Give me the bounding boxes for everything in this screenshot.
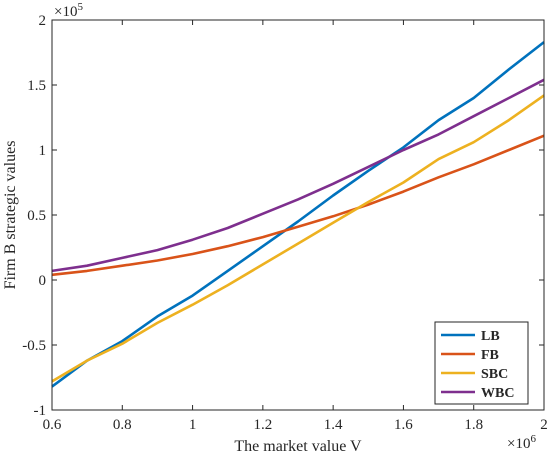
x-tick-label: 0.8	[113, 417, 132, 433]
axis-ticks: 0.6 0.8 1 1.2 1.4 1.6 1.8 2 -1 -0.5 0 0.5 1 1.5 2	[22, 13, 548, 433]
x-tick-label: 1.6	[394, 417, 413, 433]
x-tick-label: 2	[540, 417, 548, 433]
x-exponent-label: ×106	[507, 433, 536, 452]
x-tick-label: 1	[189, 417, 197, 433]
legend-label-wbc: WBC	[481, 386, 514, 401]
series-line-fb	[51, 134, 545, 277]
y-tick-label: -0.5	[22, 338, 46, 354]
legend-label-sbc: SBC	[481, 367, 508, 382]
x-tick-label: 0.6	[43, 417, 62, 433]
legend: LB FB SBC WBC	[434, 321, 529, 405]
y-tick-label: 2	[39, 13, 47, 29]
y-tick-label: 0.5	[27, 208, 46, 224]
legend-label-fb: FB	[481, 348, 499, 363]
y-exponent-label: ×105	[54, 1, 83, 20]
x-tick-label: 1.2	[253, 417, 272, 433]
y-tick-label: 1	[39, 143, 47, 159]
series-line-sbc	[51, 94, 545, 383]
series-line-lb	[51, 41, 545, 388]
y-tick-label: -1	[34, 403, 47, 419]
series-line-wbc	[51, 78, 545, 273]
legend-label-lb: LB	[481, 329, 500, 344]
plot-border	[51, 19, 545, 411]
y-axis-label: Firm B strategic values	[2, 141, 19, 290]
y-tick-label: 0	[39, 273, 47, 289]
x-tick-label: 1.8	[464, 417, 483, 433]
y-tick-label: 1.5	[27, 78, 46, 94]
x-axis-label: The market value V	[234, 438, 362, 455]
series-lines	[51, 41, 545, 388]
x-tick-label: 1.4	[324, 417, 343, 433]
